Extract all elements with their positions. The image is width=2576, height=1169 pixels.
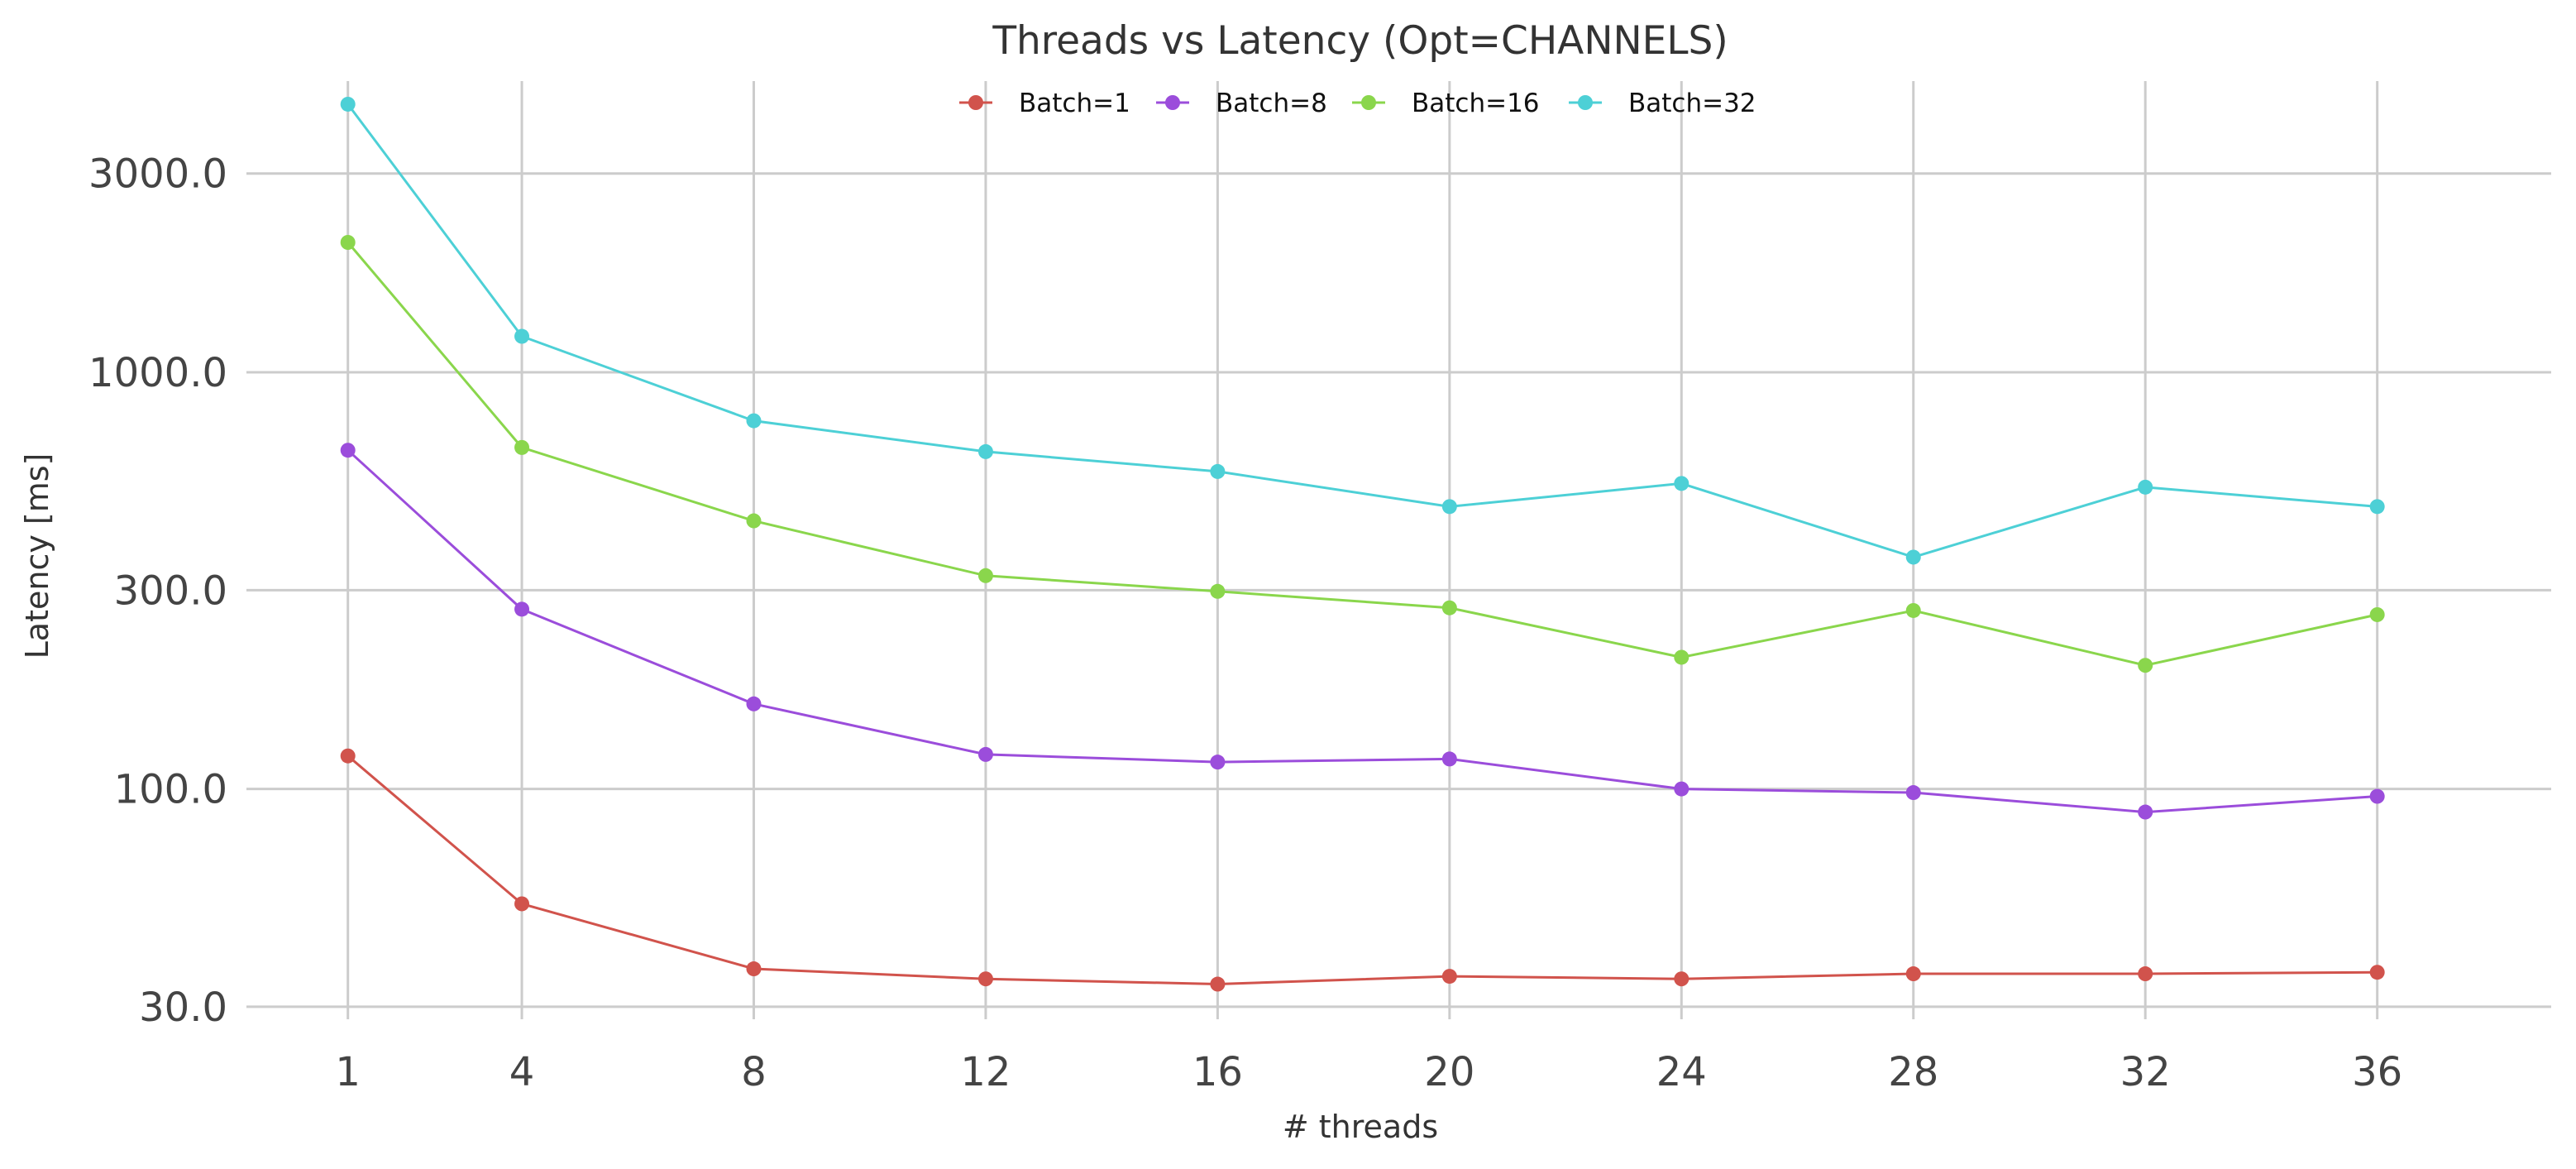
x-tick-label: 8: [741, 1049, 767, 1095]
y-tick-label: 30.0: [139, 985, 227, 1031]
series-line: [346, 103, 2378, 558]
y-gridlines: [246, 172, 2551, 1009]
data-point: [1441, 969, 1457, 985]
data-point: [1905, 966, 1921, 982]
data-point: [340, 96, 356, 112]
data-point: [977, 971, 993, 987]
data-point: [1905, 549, 1921, 565]
data-point: [746, 513, 762, 529]
x-tick-label: 16: [1192, 1049, 1243, 1095]
data-point: [746, 696, 762, 711]
data-point: [340, 234, 356, 250]
data-point: [1441, 751, 1457, 767]
data-point: [1905, 602, 1921, 618]
data-point: [514, 601, 530, 617]
data-point: [2138, 658, 2153, 673]
data-point: [1674, 649, 1689, 665]
data-point: [1674, 781, 1689, 797]
x-tick-label: 36: [2352, 1049, 2402, 1095]
data-point: [514, 896, 530, 912]
y-tick-labels: 30.0 100.0 300.0 1000.0 3000.0: [88, 151, 227, 1031]
x-tick-label: 20: [1424, 1049, 1474, 1095]
series-line: [346, 755, 2378, 986]
data-point: [2138, 479, 2153, 495]
data-point: [977, 443, 993, 459]
data-point: [1210, 463, 1226, 479]
data-point: [1674, 971, 1689, 987]
data-point: [1210, 583, 1226, 599]
y-axis-label: Latency [ms]: [19, 453, 55, 659]
legend-marker: [1578, 95, 1593, 110]
x-tick-label: 1: [335, 1049, 361, 1095]
x-tick-label: 24: [1656, 1049, 1707, 1095]
x-tick-label: 32: [2120, 1049, 2171, 1095]
chart-title: Threads vs Latency (Opt=CHANNELS): [992, 18, 1728, 64]
legend-item: Batch=16: [1352, 89, 1540, 118]
data-point: [2369, 499, 2385, 515]
x-tick-label: 4: [509, 1049, 535, 1095]
legend-item: Batch=32: [1569, 89, 1756, 118]
y-tick-label: 300.0: [114, 568, 227, 614]
data-point: [514, 439, 530, 455]
data-point: [2369, 788, 2385, 804]
data-point: [746, 413, 762, 429]
x-gridlines: [346, 81, 2379, 1019]
data-point: [2138, 966, 2153, 982]
legend-item: Batch=8: [1156, 89, 1327, 118]
legend-label: Batch=8: [1216, 89, 1327, 118]
data-point: [1674, 476, 1689, 491]
data-point: [1210, 755, 1226, 770]
data-point: [1441, 499, 1457, 515]
x-tick-labels: 1 4 8 12 16 20 24 28 32 36: [335, 1049, 2402, 1095]
y-tick-label: 3000.0: [88, 151, 227, 198]
series-2: [340, 443, 2385, 820]
series-4: [340, 96, 2385, 565]
data-point: [977, 746, 993, 762]
data-point: [340, 748, 356, 764]
x-tick-label: 28: [1888, 1049, 1938, 1095]
legend-label: Batch=32: [1628, 89, 1756, 118]
series-layer: [340, 96, 2385, 992]
data-point: [2138, 804, 2153, 820]
data-point: [1210, 976, 1226, 992]
legend-label: Batch=16: [1412, 89, 1540, 118]
data-point: [2369, 606, 2385, 622]
data-point: [2369, 965, 2385, 980]
series-line: [346, 242, 2378, 667]
legend: Batch=1 Batch=8 Batch=16 Batch=32: [959, 89, 1756, 118]
legend-label: Batch=1: [1019, 89, 1130, 118]
legend-marker: [968, 95, 983, 110]
data-point: [746, 961, 762, 977]
y-tick-label: 100.0: [114, 767, 227, 813]
x-tick-label: 12: [960, 1049, 1011, 1095]
series-3: [340, 234, 2385, 673]
x-axis-label: # threads: [1283, 1109, 1438, 1145]
data-point: [340, 443, 356, 458]
legend-item: Batch=1: [959, 89, 1130, 118]
series-1: [340, 748, 2385, 992]
data-point: [1905, 785, 1921, 801]
legend-marker: [1165, 95, 1180, 110]
y-tick-label: 1000.0: [88, 350, 227, 396]
data-point: [977, 568, 993, 583]
series-line: [346, 449, 2378, 814]
data-point: [514, 328, 530, 344]
legend-marker: [1361, 95, 1376, 110]
data-point: [1441, 600, 1457, 616]
